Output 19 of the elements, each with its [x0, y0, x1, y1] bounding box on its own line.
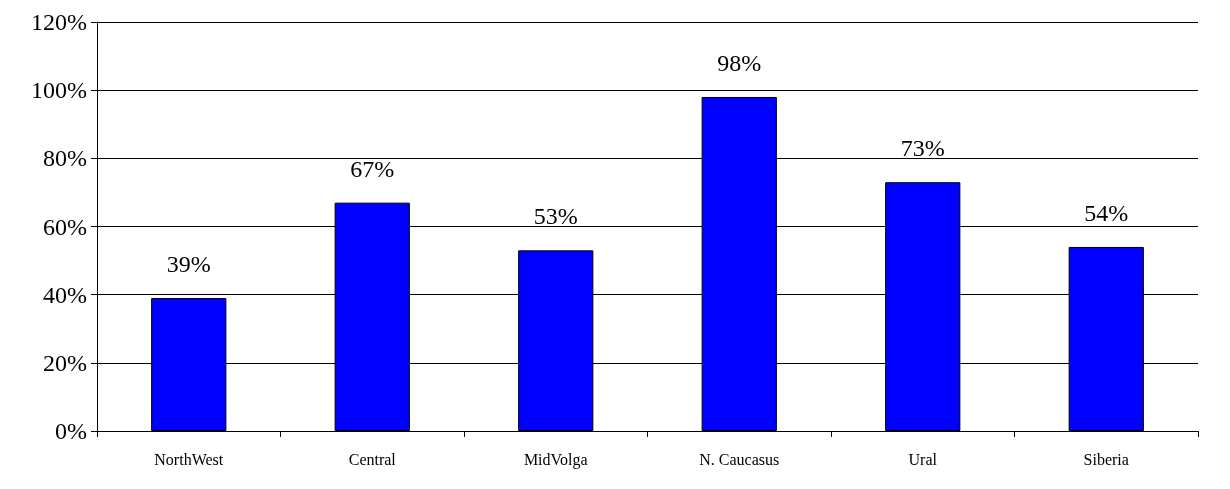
- data-label: 67%: [350, 155, 395, 182]
- x-tick-label: N. Caucasus: [699, 450, 780, 468]
- data-label: 73%: [900, 135, 945, 162]
- data-label: 98%: [717, 49, 762, 76]
- y-tick-label: 40%: [43, 281, 87, 308]
- x-tick-label: Ural: [908, 450, 938, 468]
- x-tick-label: Central: [348, 450, 397, 468]
- y-tick-label: 100%: [31, 77, 87, 104]
- data-label: 54%: [1084, 199, 1129, 226]
- y-tick-label: 80%: [43, 145, 87, 172]
- x-tick-label: MidVolga: [523, 450, 588, 469]
- x-tick-label: NorthWest: [154, 450, 224, 468]
- y-tick-label: 20%: [43, 349, 87, 376]
- x-tick-label: Siberia: [1083, 450, 1129, 468]
- y-tick-label: 120%: [31, 9, 87, 35]
- data-label: 53%: [533, 203, 578, 230]
- data-label: 39%: [166, 251, 211, 278]
- y-tick-label: 60%: [43, 213, 87, 240]
- y-tick-label: 0%: [55, 418, 87, 444]
